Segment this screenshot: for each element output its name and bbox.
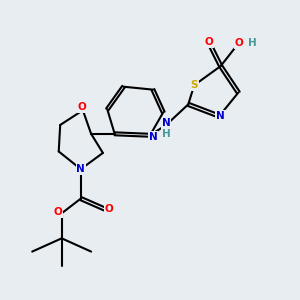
Text: O: O — [205, 37, 213, 47]
Text: H: H — [248, 38, 256, 48]
Text: O: O — [235, 38, 244, 48]
Text: N: N — [76, 164, 85, 174]
Text: O: O — [77, 102, 86, 112]
Text: H: H — [162, 129, 171, 140]
Text: N: N — [216, 111, 225, 121]
Text: O: O — [104, 204, 113, 214]
Text: O: O — [54, 207, 62, 217]
Text: N: N — [148, 132, 157, 142]
Text: N: N — [162, 118, 171, 128]
Text: S: S — [190, 80, 198, 90]
